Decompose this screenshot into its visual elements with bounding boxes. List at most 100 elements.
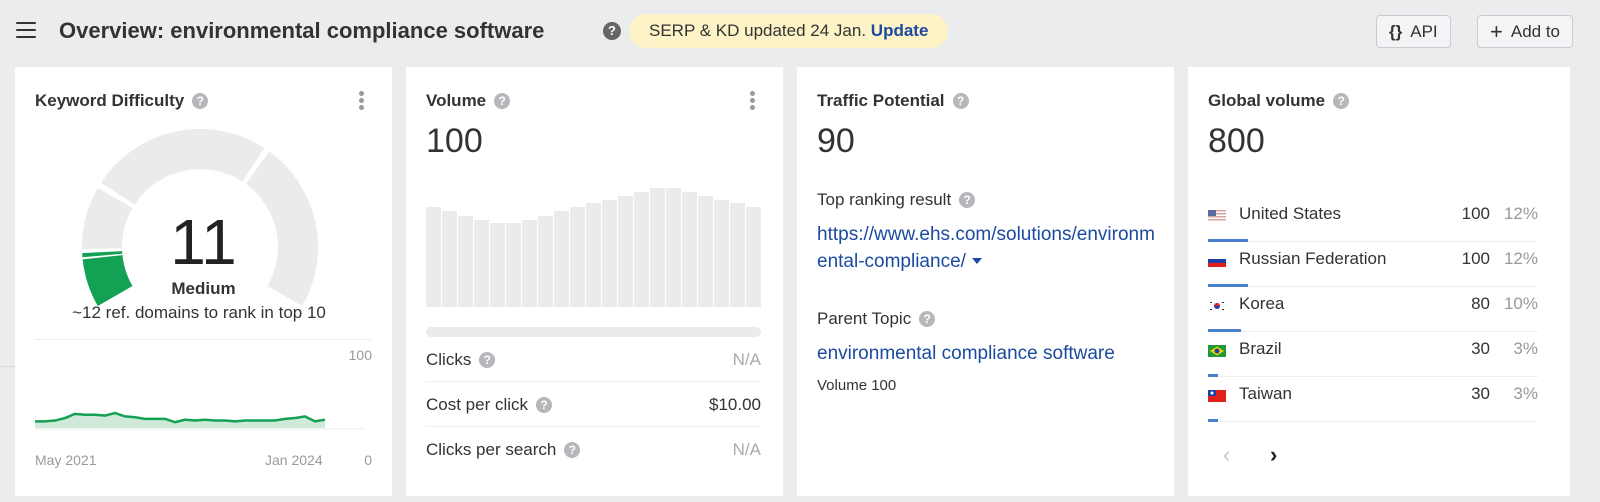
kd-label: Medium (171, 279, 236, 298)
country-pct: 3% (1513, 339, 1538, 358)
x-start-label: May 2021 (35, 452, 97, 468)
top-bar: Overview: environmental compliance softw… (0, 0, 1600, 64)
metric-value: N/A (732, 350, 761, 369)
br-flag-icon (1208, 345, 1226, 357)
card-title: Keyword Difficulty? (35, 91, 209, 111)
parent-topic-volume: Volume 100 (817, 377, 897, 394)
country-row[interactable]: Russian Federation 100 12% (1208, 242, 1538, 287)
top-ranking-label-text: Top ranking result (817, 190, 952, 209)
volume-title: Volume (426, 91, 487, 110)
volume-bar[interactable] (474, 219, 489, 307)
country-name: United States (1239, 204, 1342, 223)
country-row[interactable]: Brazil 30 3% (1208, 332, 1538, 377)
volume-bar[interactable] (666, 188, 681, 307)
help-icon[interactable]: ? (564, 442, 581, 458)
volume-bar[interactable] (730, 203, 745, 307)
volume-bar[interactable] (522, 219, 537, 307)
api-button[interactable]: {} API (1376, 15, 1451, 48)
volume-bar[interactable] (714, 199, 729, 307)
divider (35, 339, 372, 340)
next-page-icon[interactable]: › (1270, 442, 1278, 467)
volume-bar[interactable] (506, 223, 521, 307)
country-row[interactable]: Taiwan 30 3% (1208, 377, 1538, 422)
parent-topic-link[interactable]: environmental compliance software (817, 343, 1115, 364)
more-options-icon[interactable] (750, 91, 756, 111)
prev-page-icon[interactable]: ‹ (1223, 442, 1231, 467)
update-link[interactable]: Update (870, 21, 929, 40)
volume-history-chart (426, 182, 761, 307)
help-icon[interactable]: ? (479, 352, 496, 368)
parent-topic-label-text: Parent Topic (817, 309, 912, 328)
country-pct: 3% (1513, 384, 1538, 403)
global-volume-card: Global volume? 800 United States 100 12%… (1188, 67, 1570, 496)
volume-bar[interactable] (618, 195, 633, 307)
country-volume: 80 (1471, 294, 1490, 313)
country-name: Korea (1239, 294, 1285, 313)
help-icon[interactable]: ? (603, 22, 621, 40)
volume-bar[interactable] (586, 203, 601, 307)
kd-title: Keyword Difficulty (35, 91, 185, 110)
plus-icon: + (1490, 19, 1503, 44)
volume-bar[interactable] (426, 207, 441, 307)
volume-bar[interactable] (458, 215, 473, 307)
volume-bar[interactable] (602, 199, 617, 307)
volume-bar[interactable] (746, 207, 761, 307)
volume-bar[interactable] (650, 188, 665, 307)
top-ranking-url-link[interactable]: https://www.ehs.com/solutions/environmen… (817, 221, 1157, 275)
share-bar (1208, 419, 1218, 422)
card-title: Traffic Potential? (817, 91, 969, 111)
help-icon[interactable]: ? (494, 93, 511, 109)
volume-card: Volume? 100 Clicks? N/A Cost per click? … (406, 67, 783, 496)
metric-label: Cost per click (426, 395, 529, 414)
share-bar (1208, 329, 1241, 332)
help-icon[interactable]: ? (192, 93, 209, 109)
volume-bar[interactable] (570, 207, 585, 307)
kd-subtext: ~12 ref. domains to rank in top 10 (72, 303, 326, 322)
help-icon[interactable]: ? (952, 93, 969, 109)
volume-bar[interactable] (490, 223, 505, 307)
metric-row-clicks: Clicks? N/A (426, 337, 761, 382)
keyword-difficulty-card: Keyword Difficulty? 11 Medium ~12 ref. d… (15, 67, 392, 496)
country-row[interactable]: Korea 80 10% (1208, 287, 1538, 332)
y-min-label: 0 (364, 452, 372, 468)
gv-title: Global volume (1208, 91, 1326, 110)
share-bar (1208, 284, 1248, 287)
volume-bar[interactable] (634, 192, 649, 307)
share-bar (1208, 374, 1218, 377)
add-to-button[interactable]: + Add to (1477, 15, 1574, 48)
country-pct: 10% (1503, 294, 1538, 313)
metric-label: Clicks (426, 350, 472, 369)
tw-flag-icon (1208, 390, 1226, 402)
country-volume: 100 (1461, 204, 1490, 223)
country-pct: 12% (1503, 249, 1538, 268)
menu-icon[interactable] (16, 22, 36, 40)
top-ranking-label: Top ranking result? (817, 190, 976, 210)
volume-bar[interactable] (698, 195, 713, 307)
kr-flag-icon (1208, 300, 1226, 312)
chart-scrollbar[interactable] (426, 327, 761, 337)
country-volume: 30 (1471, 339, 1490, 358)
add-to-button-label: Add to (1510, 22, 1561, 41)
code-braces-icon: {} (1389, 22, 1403, 41)
help-icon[interactable]: ? (959, 192, 976, 208)
country-pct: 12% (1503, 204, 1538, 223)
help-icon[interactable]: ? (536, 397, 553, 413)
help-icon[interactable]: ? (919, 311, 936, 327)
ru-flag-icon (1208, 255, 1226, 267)
country-volume: 100 (1461, 249, 1490, 268)
volume-bar[interactable] (442, 210, 457, 307)
top-ranking-url[interactable]: https://www.ehs.com/solutions/environmen… (817, 224, 1155, 272)
help-icon[interactable]: ? (1333, 93, 1350, 109)
country-name: Brazil (1239, 339, 1282, 358)
tp-title: Traffic Potential (817, 91, 945, 110)
divider (0, 366, 15, 367)
x-end-label: Jan 2024 (265, 452, 323, 468)
volume-bar[interactable] (554, 210, 569, 307)
volume-bar[interactable] (538, 215, 553, 307)
card-title: Global volume? (1208, 91, 1350, 111)
more-options-icon[interactable] (359, 91, 365, 111)
volume-bar[interactable] (682, 192, 697, 307)
country-row[interactable]: United States 100 12% (1208, 197, 1538, 242)
caret-down-icon[interactable] (971, 258, 982, 264)
volume-value: 100 (426, 122, 483, 160)
